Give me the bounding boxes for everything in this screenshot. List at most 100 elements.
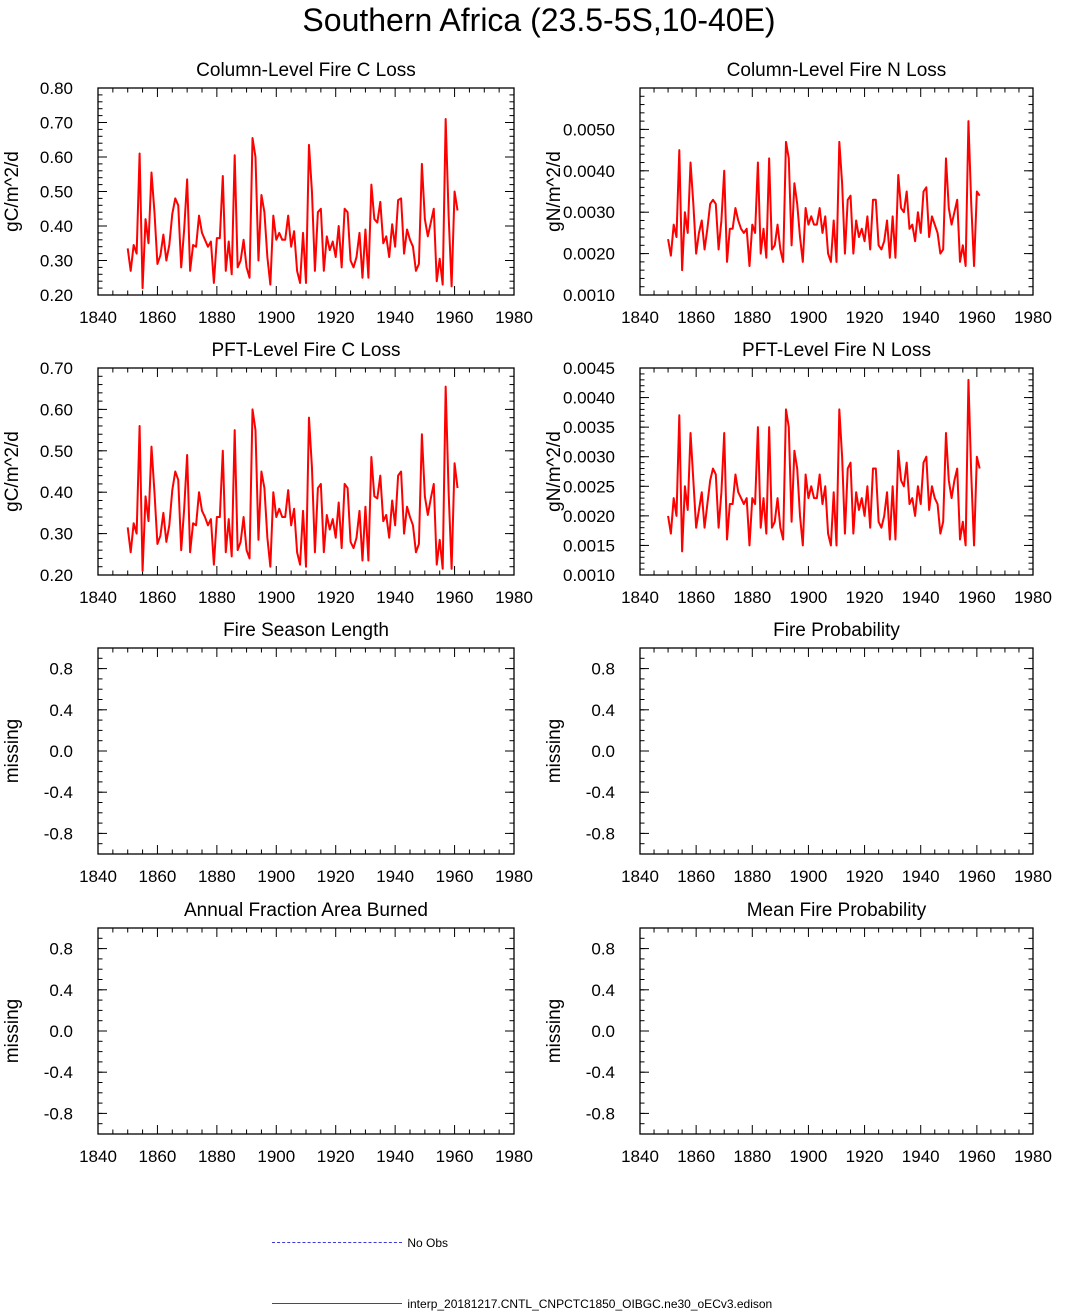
chart-pft-level-fire-c-loss: PFT-Level Fire C Loss gC/m^2/d 1840 1860 188…: [2, 340, 533, 607]
plot-frame: [639, 647, 1034, 855]
x-tick-label: 1980: [1014, 588, 1052, 607]
x-tick-label: 1880: [198, 308, 236, 327]
legend-dashed-line: [272, 1242, 402, 1244]
x-tick-label: 1960: [436, 588, 474, 607]
x-tick-label: 1980: [495, 867, 533, 886]
y-tick-label: 0.50: [40, 183, 73, 202]
y-tick-label: 0.40: [40, 483, 73, 502]
y-tick-label: 0.70: [40, 359, 73, 378]
y-tick-label: -0.4: [44, 783, 73, 802]
x-tick-label: 1980: [495, 308, 533, 327]
y-tick-label: 0.0010: [563, 566, 615, 585]
x-tick-label: 1960: [958, 1147, 996, 1166]
x-tick-label: 1960: [958, 867, 996, 886]
x-tick-label: 1860: [677, 867, 715, 886]
x-tick-label: 1840: [79, 867, 117, 886]
y-tick-label: -0.8: [44, 824, 73, 843]
y-axis-label: gN/m^2/d: [544, 151, 565, 232]
y-tick-label: -0.4: [586, 1063, 615, 1082]
y-tick-label: 0.0040: [563, 162, 615, 181]
x-tick-label: 1900: [790, 1147, 828, 1166]
chart-column-level-fire-n-loss: Column-Level Fire N Loss gN/m^2/d 1840 1860…: [544, 60, 1052, 327]
y-tick-label: 0.0025: [563, 477, 615, 496]
y-tick-label: 0.0: [591, 1022, 615, 1041]
x-tick-label: 1900: [790, 308, 828, 327]
legend-entry-obs: No Obs: [272, 1234, 448, 1251]
legend-label-model: interp_20181217.CNTL_CNPCTC1850_OIBGC.ne…: [407, 1296, 773, 1311]
x-tick-label: 1880: [198, 1147, 236, 1166]
x-tick-label: 1960: [958, 308, 996, 327]
figure-title: Southern Africa (23.5-5S,10-40E): [302, 2, 776, 38]
y-tick-label: 0.60: [40, 148, 73, 167]
x-tick-label: 1860: [677, 1147, 715, 1166]
x-tick-label: 1860: [677, 588, 715, 607]
x-tick-label: 1920: [846, 308, 884, 327]
chart-title: Fire Season Length: [223, 620, 389, 641]
x-tick-label: 1920: [846, 588, 884, 607]
legend-solid-line: [272, 1303, 402, 1305]
x-tick-label: 1920: [317, 1147, 355, 1166]
x-tick-label: 1920: [846, 867, 884, 886]
plot-frame: [97, 647, 515, 855]
x-tick-label: 1960: [436, 867, 474, 886]
y-tick-label: -0.4: [44, 1063, 73, 1082]
x-tick-label: 1940: [902, 588, 940, 607]
y-tick-label: 0.8: [49, 660, 73, 679]
y-tick-label: 0.0: [49, 1022, 73, 1041]
legend-entry-model: interp_20181217.CNTL_CNPCTC1850_OIBGC.ne…: [272, 1295, 772, 1312]
plot-frame: [97, 927, 515, 1135]
series-line-model: [126, 385, 459, 572]
chart-title: PFT-Level Fire N Loss: [742, 340, 931, 361]
x-tick-label: 1860: [139, 308, 177, 327]
y-tick-label: 0.50: [40, 442, 73, 461]
x-tick-label: 1980: [1014, 867, 1052, 886]
x-tick-label: 1960: [436, 308, 474, 327]
y-axis-label: gC/m^2/d: [2, 151, 23, 232]
y-tick-label: 0.20: [40, 566, 73, 585]
y-tick-label: 0.8: [591, 660, 615, 679]
y-tick-label: 0.0: [49, 742, 73, 761]
y-axis-label: gN/m^2/d: [544, 431, 565, 512]
chart-title: Annual Fraction Area Burned: [184, 900, 428, 921]
y-tick-label: 0.4: [591, 981, 615, 1000]
y-tick-label: -0.8: [44, 1104, 73, 1123]
x-tick-label: 1860: [677, 308, 715, 327]
x-tick-label: 1920: [846, 1147, 884, 1166]
x-tick-label: 1860: [139, 867, 177, 886]
y-tick-label: 0.40: [40, 217, 73, 236]
series-line-model: [667, 120, 981, 272]
x-tick-label: 1900: [257, 308, 295, 327]
series-line-model: [667, 378, 981, 553]
x-tick-label: 1840: [79, 588, 117, 607]
x-tick-label: 1960: [958, 588, 996, 607]
y-axis-label: gC/m^2/d: [2, 431, 23, 512]
plot-frame: [639, 367, 1034, 576]
y-tick-label: 0.4: [49, 981, 73, 1000]
x-tick-label: 1880: [733, 1147, 771, 1166]
y-tick-label: 0.70: [40, 114, 73, 133]
y-axis-label: missing: [2, 719, 23, 783]
plot-frame: [97, 367, 515, 576]
y-tick-label: 0.0035: [563, 418, 615, 437]
x-tick-label: 1920: [317, 588, 355, 607]
plot-frame: [639, 927, 1034, 1135]
chart-fire-probability: Fire Probability missing 1840 1860 1880 1900 1…: [544, 620, 1052, 886]
y-axis-label: missing: [544, 719, 565, 783]
plot-frame: [97, 87, 515, 296]
series-line-model: [126, 118, 459, 290]
x-tick-label: 1940: [902, 308, 940, 327]
y-tick-label: -0.8: [586, 824, 615, 843]
chart-title: Fire Probability: [773, 620, 900, 641]
y-tick-label: 0.20: [40, 286, 73, 305]
y-tick-label: 0.8: [591, 940, 615, 959]
chart-title: PFT-Level Fire C Loss: [212, 340, 401, 361]
x-tick-label: 1940: [902, 867, 940, 886]
y-tick-label: 0.0010: [563, 286, 615, 305]
y-tick-label: 0.4: [49, 701, 73, 720]
y-tick-label: 0.8: [49, 940, 73, 959]
x-tick-label: 1880: [733, 588, 771, 607]
x-tick-label: 1880: [733, 867, 771, 886]
y-tick-label: -0.8: [586, 1104, 615, 1123]
x-tick-label: 1980: [1014, 1147, 1052, 1166]
